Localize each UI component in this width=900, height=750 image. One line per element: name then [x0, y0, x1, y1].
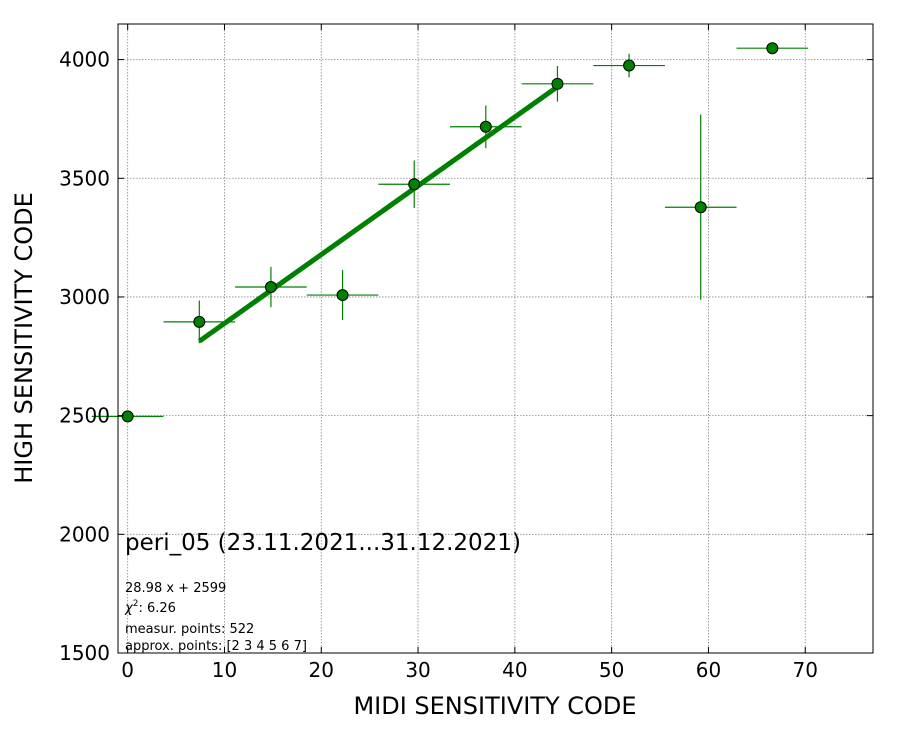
fit-line — [197, 84, 559, 344]
data-points — [121, 42, 779, 423]
x-tick-label: 30 — [405, 658, 430, 682]
data-point — [766, 42, 779, 55]
data-point — [336, 289, 349, 302]
plot-frame — [117, 23, 874, 654]
chi2-symbol: χ — [124, 601, 134, 616]
measur-points: measur. points: 522 — [125, 622, 254, 637]
x-tick-label: 50 — [599, 658, 624, 682]
x-tick-label: 60 — [696, 658, 721, 682]
y-tick-label: 3000 — [59, 285, 110, 309]
chi2-annotation: χ2: 6.26 — [124, 599, 176, 616]
data-point — [408, 178, 421, 191]
data-point — [623, 59, 636, 72]
chart-title: peri_05 (23.11.2021...31.12.2021) — [125, 530, 521, 556]
data-point — [551, 77, 564, 90]
data-point — [121, 410, 134, 423]
error-bars — [91, 47, 809, 422]
y-tick-label: 3500 — [59, 166, 110, 190]
data-point — [193, 315, 206, 328]
x-tick-label: 0 — [121, 658, 134, 682]
grid-layer — [118, 24, 873, 653]
x-tick-label: 10 — [212, 658, 237, 682]
ticks: 0 10 20 30 40 50 60 70 1500 2000 2500 3000 3500 4000 — [59, 24, 873, 682]
x-tick-label: 20 — [309, 658, 334, 682]
y-tick-label: 4000 — [59, 48, 110, 72]
x-axis-label: MIDI SENSITIVITY CODE — [353, 692, 636, 720]
x-tick-label: 40 — [502, 658, 527, 682]
chi2-value: : 6.26 — [138, 601, 175, 616]
fit-equation: 28.98 x + 2599 — [125, 581, 226, 596]
y-tick-label: 2000 — [59, 522, 110, 546]
y-axis-label: HIGH SENSITIVITY CODE — [10, 192, 38, 484]
chi2-exponent: 2 — [133, 599, 139, 609]
approx-points: approx. points: [2 3 4 5 6 7] — [125, 639, 307, 654]
data-point — [694, 201, 707, 214]
y-tick-label: 2500 — [59, 404, 110, 428]
y-tick-label: 1500 — [59, 641, 110, 665]
fit-line-layer — [197, 84, 559, 344]
data-point — [479, 120, 492, 133]
x-tick-label: 70 — [793, 658, 818, 682]
data-point — [264, 280, 277, 293]
